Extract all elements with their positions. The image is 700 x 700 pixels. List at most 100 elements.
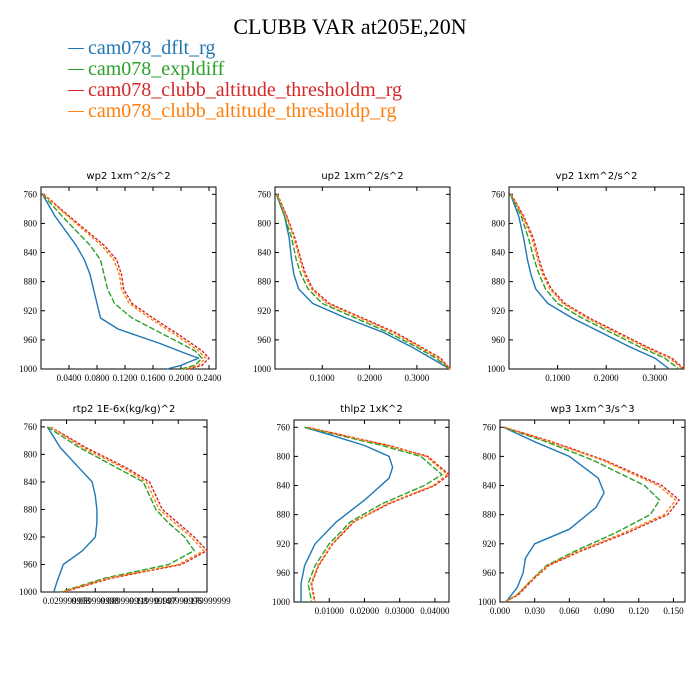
legend-label: cam078_expldiff [88,58,225,80]
y-tick-label: 1000 [19,364,38,374]
y-tick-label: 920 [277,539,291,549]
x-tick-label: 0.04000 [420,606,450,616]
x-tick-label: 0.150 [663,606,684,616]
y-tick-label: 1000 [272,597,291,607]
y-tick-label: 760 [24,422,38,432]
series-line [46,426,98,593]
x-tick-label: 0.119999997 [129,596,176,606]
y-tick-label: 880 [24,504,38,514]
x-tick-label: 0.2000 [594,373,619,383]
series-line [304,426,443,603]
series-line [504,426,680,603]
y-tick-label: 840 [258,248,272,258]
series-line [275,194,451,370]
y-tick-label: 1000 [19,587,38,597]
legend-swatch [68,48,84,49]
y-tick-label: 920 [483,539,497,549]
y-tick-label: 800 [492,218,506,228]
x-tick-label: 0.030 [525,606,546,616]
y-tick-label: 880 [277,510,291,520]
x-tick-label: 0.1600 [141,373,166,383]
panel: wp2 1xm^2/s^2 760 800 840 880 920 960 1000 0.040… [19,171,222,383]
panel-title: wp3 1xm^3/s^3 [550,404,634,415]
y-tick-label: 880 [24,277,38,287]
y-tick-label: 800 [483,451,497,461]
y-tick-label: 760 [258,189,272,199]
y-tick-label: 1000 [478,597,497,607]
x-tick-label: 0.03000 [385,606,415,616]
panel-title: thlp2 1xK^2 [340,404,403,415]
series-line [47,426,195,593]
x-tick-label: 0.000 [490,606,511,616]
legend-item: cam078_expldiff [68,59,402,80]
y-tick-label: 760 [492,189,506,199]
series-line [42,193,207,370]
y-tick-label: 800 [258,218,272,228]
x-tick-label: 0.059999998 [72,596,120,606]
legend-swatch [68,69,84,70]
x-tick-label: 0.060 [559,606,580,616]
x-tick-label: 0.0800 [85,373,110,383]
panel: thlp2 1xK^2 760 800 840 880 920 960 1000 0.01000… [272,404,450,616]
y-tick-label: 960 [258,335,272,345]
series-line [276,194,451,370]
y-tick-label: 880 [258,277,272,287]
x-tick-label: 0.2000 [357,373,382,383]
y-tick-label: 760 [483,422,497,432]
y-tick-label: 920 [492,306,506,316]
series-line [41,193,203,370]
x-tick-label: 0.3000 [405,373,430,383]
plot-frame [508,186,685,370]
y-tick-label: 840 [277,481,291,491]
series-line [275,194,451,370]
x-tick-label: 0.1000 [310,373,335,383]
series-line [307,426,448,603]
y-tick-label: 960 [492,335,506,345]
plot-frame [40,186,217,370]
series-line [43,193,210,370]
series-line [504,426,677,603]
plot-frame [40,419,208,593]
y-tick-label: 920 [258,306,272,316]
series-line [510,193,684,370]
x-tick-label: 0.090 [594,606,615,616]
x-tick-label: 0.120 [629,606,650,616]
y-tick-label: 760 [277,422,291,432]
series-line [307,426,450,603]
x-tick-label: 0.02000 [350,606,380,616]
y-tick-label: 840 [24,477,38,487]
y-tick-label: 920 [24,532,38,542]
panel: wp3 1xm^3/s^3 760 800 840 880 920 960 10000.000… [478,404,686,616]
y-tick-label: 800 [24,449,38,459]
panel-title: rtp2 1E-6x(kg/kg)^2 [73,404,176,415]
series-line [509,194,670,370]
legend-label: cam078_clubb_altitude_thresholdp_rg [88,100,397,122]
plot-frame [499,419,686,603]
y-tick-label: 880 [492,277,506,287]
x-tick-label: 0.1000 [545,373,570,383]
panel-title: up2 1xm^2/s^2 [321,171,403,182]
x-tick-label: 0.2000 [169,373,194,383]
legend-item: cam078_clubb_altitude_thresholdp_rg [68,101,402,122]
legend: cam078_dflt_rg cam078_expldiff cam078_cl… [68,38,402,122]
series-line [503,426,605,603]
legend-item: cam078_dflt_rg [68,38,402,59]
y-tick-label: 1000 [253,364,272,374]
series-line [300,426,394,602]
panel-title: vp2 1xm^2/s^2 [556,171,638,182]
plot-frame [274,186,451,370]
y-tick-label: 800 [277,451,291,461]
x-tick-label: 0.179999999 [183,596,231,606]
legend-label: cam078_clubb_altitude_thresholdm_rg [88,79,403,101]
legend-swatch [68,111,84,112]
panel: vp2 1xm^2/s^2 760 800 840 880 920 960 1000 0.100… [487,171,685,383]
x-tick-label: 0.149999996 [155,596,203,606]
series-line [41,193,200,370]
x-tick-label: 0.089999998 [100,596,148,606]
y-tick-label: 760 [24,189,38,199]
x-tick-label: 0.01000 [315,606,345,616]
y-tick-label: 960 [24,335,38,345]
legend-item: cam078_clubb_altitude_thresholdm_rg [68,80,402,101]
y-tick-label: 880 [483,510,497,520]
